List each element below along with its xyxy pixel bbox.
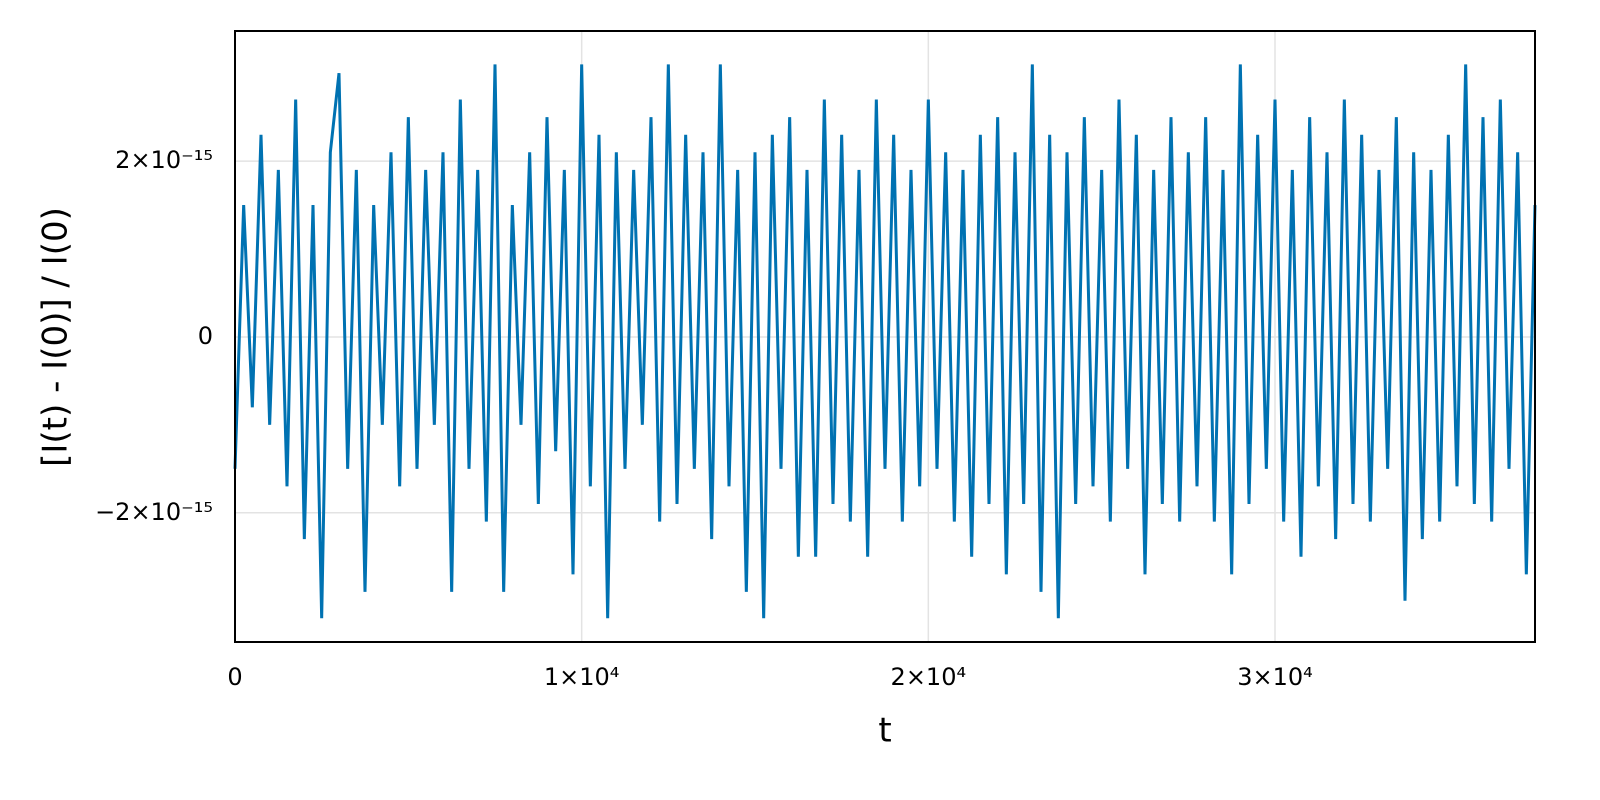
series-line bbox=[233, 64, 1537, 619]
x-tick-label: 2×10⁴ bbox=[891, 663, 967, 691]
plot-frame bbox=[234, 30, 1536, 643]
y-tick-label: 2×10⁻¹⁵ bbox=[115, 146, 213, 174]
x-axis-label: t bbox=[878, 711, 891, 751]
x-tick-label: 0 bbox=[227, 663, 242, 691]
y-tick-label: −2×10⁻¹⁵ bbox=[95, 498, 213, 526]
x-tick-label: 3×10⁴ bbox=[1237, 663, 1313, 691]
x-tick-label: 1×10⁴ bbox=[544, 663, 620, 691]
y-axis-label: [I(t) - I(0)] / I(0) bbox=[36, 207, 76, 467]
y-tick-label: 0 bbox=[198, 322, 213, 350]
